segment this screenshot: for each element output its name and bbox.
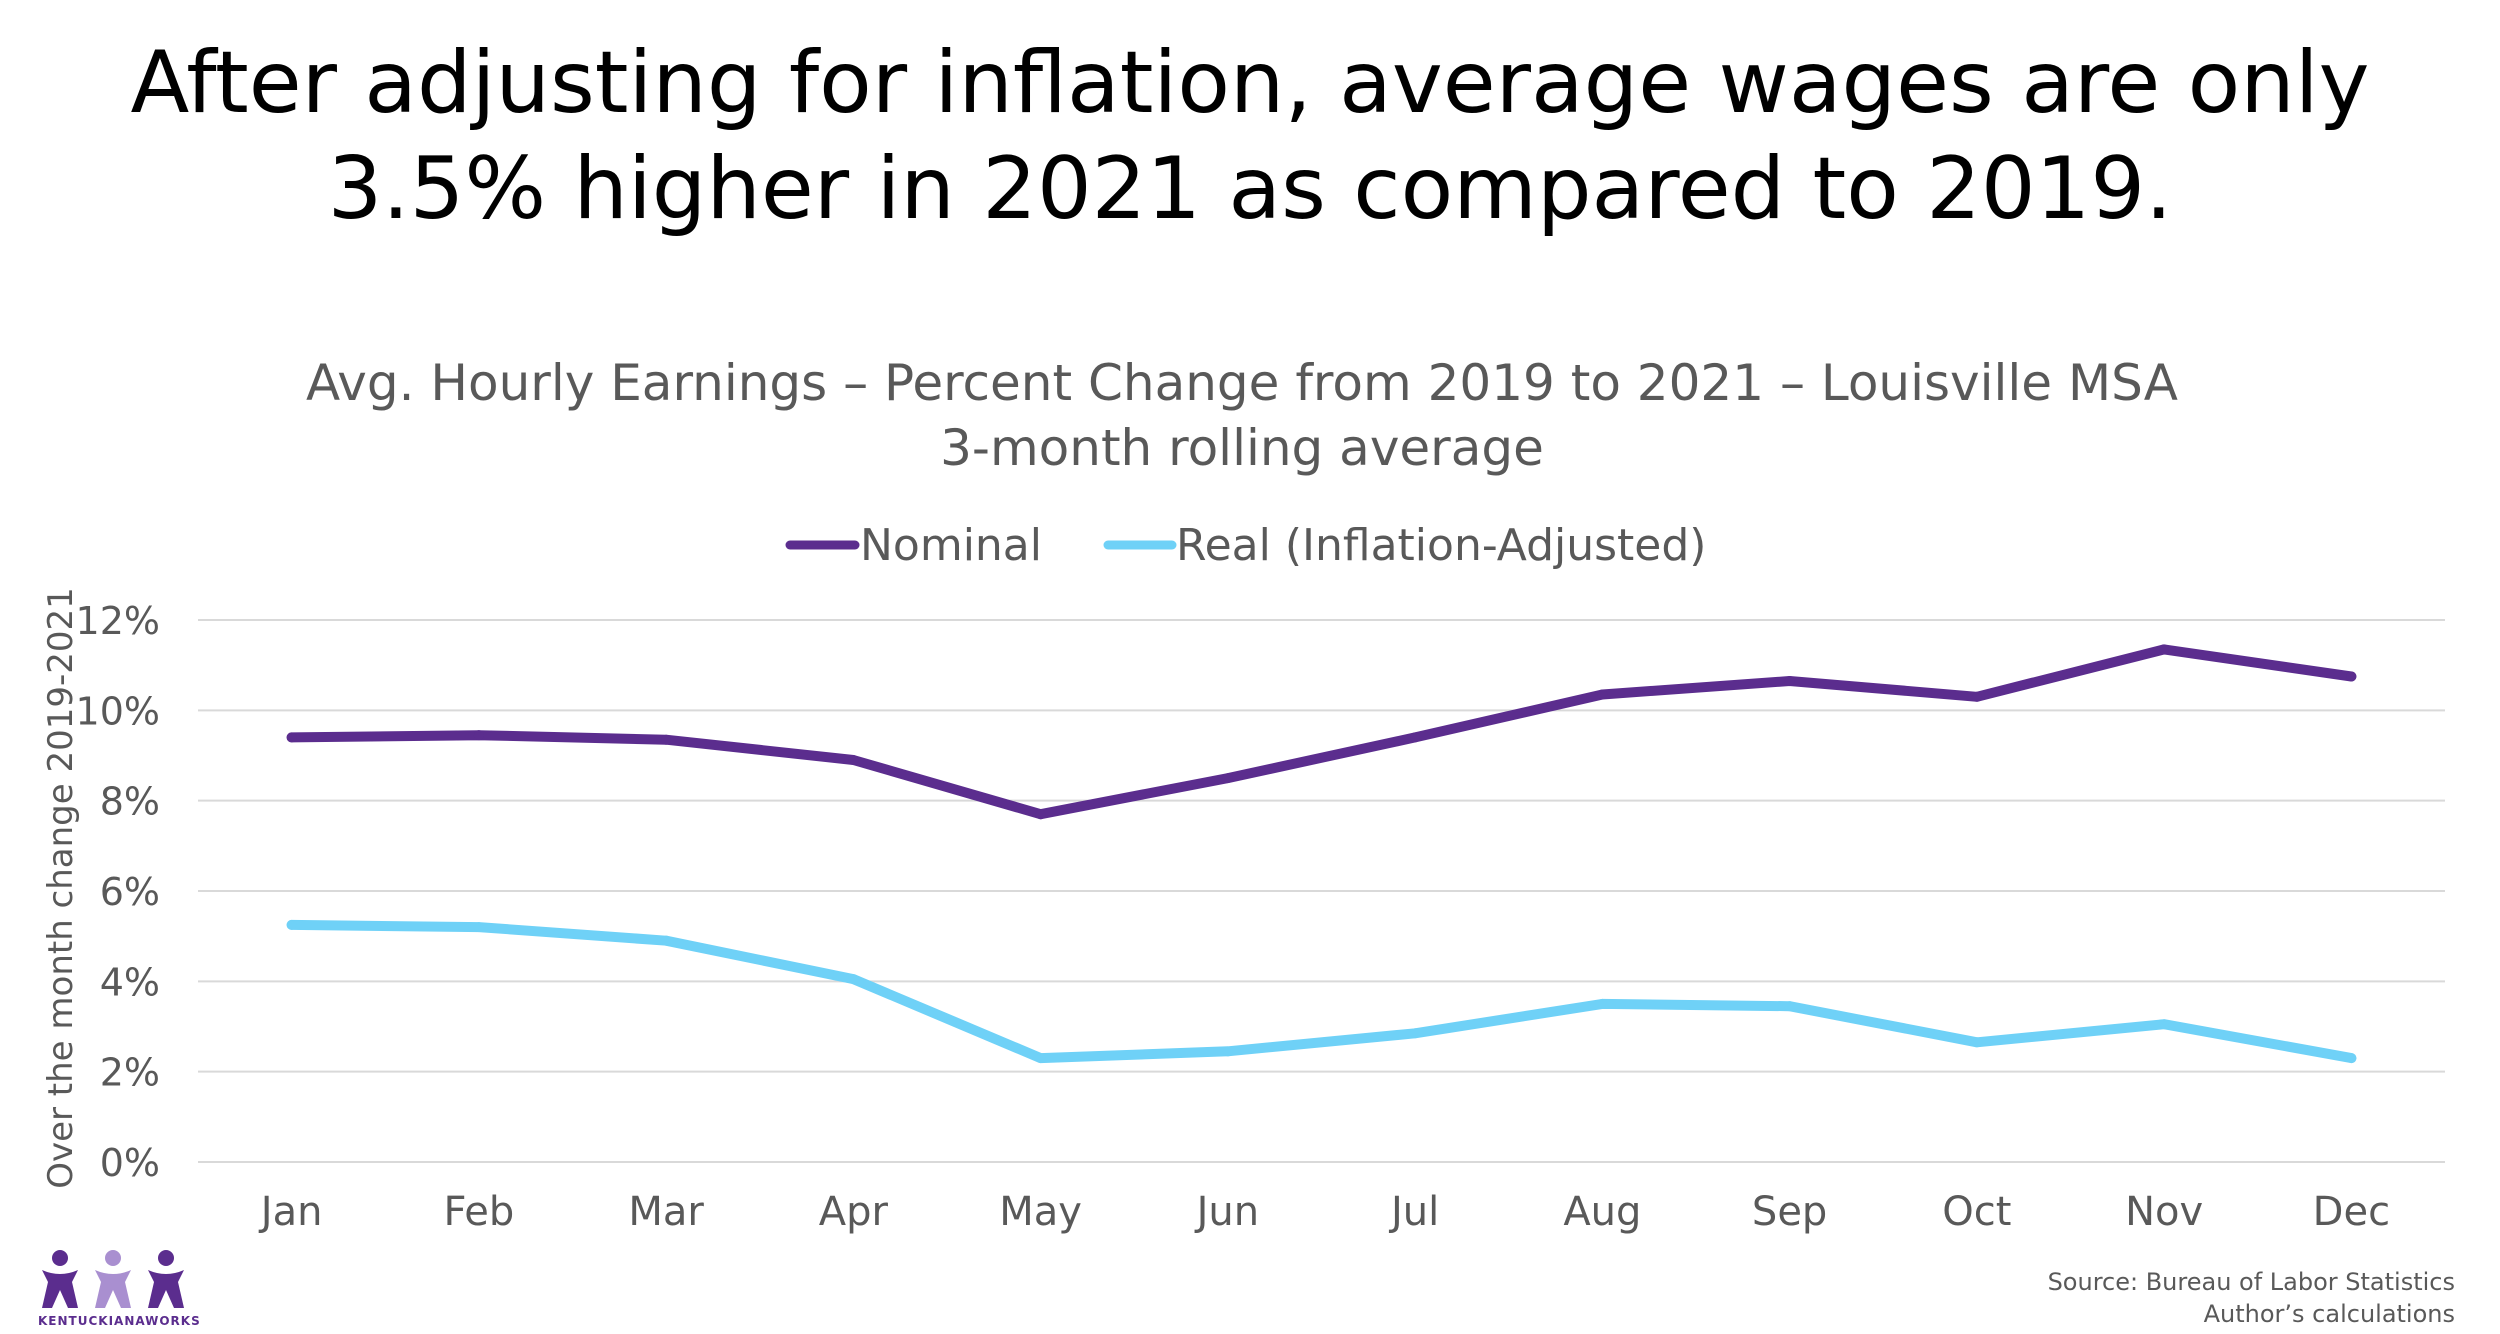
x-tick-label: Dec — [2313, 1189, 2390, 1235]
y-axis-ticks: 0% 2% 4% 6% 8% 10% 12% — [76, 599, 160, 1185]
data-point-real — [1597, 998, 1608, 1009]
headline: After adjusting for inflation, average w… — [60, 30, 2440, 242]
source-line-2: Author’s calculations — [2204, 1300, 2455, 1328]
source-line-1: Source: Bureau of Labor Statistics — [2048, 1268, 2455, 1296]
legend-label-nominal: Nominal — [860, 520, 1042, 571]
data-point-nominal — [1035, 809, 1046, 820]
data-point-nominal — [1597, 689, 1608, 700]
x-tick-label: Jul — [1388, 1189, 1439, 1235]
data-point-real — [286, 919, 297, 930]
gridlines — [198, 619, 2445, 1163]
y-tick-label: 4% — [100, 960, 160, 1004]
y-tick-label: 8% — [100, 780, 160, 824]
data-point-real — [1784, 1001, 1795, 1012]
y-tick-label: 2% — [100, 1051, 160, 1095]
people-logo-icon — [42, 1250, 184, 1308]
chart-subtitle: 3-month rolling average — [940, 419, 1544, 477]
logo-text: KENTUCKIANAWORKS — [38, 1314, 201, 1328]
data-point-real — [661, 935, 672, 946]
data-point-nominal — [1222, 773, 1233, 784]
x-axis-ticks: Jan Feb Mar Apr May Jun Jul Aug Sep Oct Nov Dec — [258, 1189, 2390, 1235]
data-point-nominal — [473, 730, 484, 741]
data-point-real — [848, 974, 859, 985]
headline-line-1: After adjusting for inflation, average w… — [130, 33, 2370, 133]
x-tick-label: Aug — [1563, 1189, 1641, 1235]
data-point-real — [473, 922, 484, 933]
headline-line-2: 3.5% higher in 2021 as compared to 2019. — [327, 139, 2173, 239]
chart-title: Avg. Hourly Earnings – Percent Change fr… — [306, 354, 2178, 412]
data-point-nominal — [1971, 691, 1982, 702]
data-point-nominal — [1784, 675, 1795, 686]
data-point-real — [1035, 1053, 1046, 1064]
series-line-real — [286, 919, 2357, 1064]
y-axis-label: Over the month change 2019-2021 — [41, 587, 81, 1189]
x-tick-label: Oct — [1942, 1189, 2011, 1235]
y-tick-label: 6% — [100, 870, 160, 914]
x-tick-label: Sep — [1752, 1189, 1827, 1235]
data-point-nominal — [848, 755, 859, 766]
x-tick-label: Jan — [258, 1189, 323, 1235]
y-tick-label: 10% — [76, 689, 160, 733]
data-point-nominal — [2159, 644, 2170, 655]
data-point-real — [1971, 1037, 1982, 1048]
data-point-real — [2159, 1019, 2170, 1030]
data-point-nominal — [661, 734, 672, 745]
series-line-nominal — [286, 644, 2357, 820]
logo: KENTUCKIANAWORKS — [38, 1248, 208, 1328]
y-tick-label: 12% — [76, 599, 160, 643]
x-tick-label: Feb — [443, 1189, 514, 1235]
x-tick-label: Mar — [628, 1189, 704, 1235]
data-point-real — [1222, 1046, 1233, 1057]
data-point-real — [1410, 1028, 1421, 1039]
data-point-nominal — [2346, 671, 2357, 682]
data-point-real — [2346, 1053, 2357, 1064]
legend: Nominal Real (Inflation-Adjusted) — [785, 520, 1706, 571]
x-tick-label: Jun — [1194, 1189, 1260, 1235]
x-tick-label: Apr — [819, 1189, 889, 1235]
series-lines — [286, 644, 2357, 1064]
legend-label-real: Real (Inflation-Adjusted) — [1176, 520, 1706, 571]
x-tick-label: Nov — [2125, 1189, 2203, 1235]
x-tick-label: May — [999, 1189, 1082, 1235]
y-tick-label: 0% — [100, 1141, 160, 1185]
data-point-nominal — [1410, 732, 1421, 743]
data-point-nominal — [286, 732, 297, 743]
